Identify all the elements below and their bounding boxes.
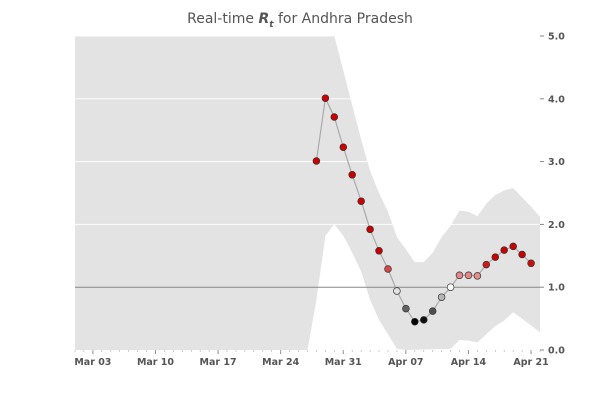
chart-title: Real-time Rt for Andhra Pradesh: [0, 11, 600, 30]
y-tick-label: 4.0: [548, 94, 565, 105]
y-tick-label: 2.0: [548, 220, 565, 231]
x-tick-label: Apr 21: [513, 357, 548, 368]
y-tick-label: 1.0: [548, 283, 565, 294]
chart-title-suffix: for Andhra Pradesh: [273, 11, 413, 27]
rt-point: [428, 307, 437, 315]
x-tick-label: Apr 14: [451, 357, 487, 368]
x-tick-label: Mar 17: [200, 357, 237, 368]
rt-point: [482, 260, 491, 269]
y-tick-label: 0.0: [548, 346, 565, 357]
rt-points-layer: [312, 94, 535, 326]
rt-point: [420, 316, 428, 324]
rt-point: [500, 246, 508, 254]
rt-point: [473, 272, 482, 280]
rt-point: [437, 293, 446, 301]
x-tick-label: Apr 07: [388, 357, 423, 368]
y-tick-label: 5.0: [548, 32, 565, 43]
credible-interval-layer: [75, 36, 540, 350]
rt-point: [518, 250, 526, 259]
chart-title-prefix: Real-time: [187, 11, 259, 27]
rt-point: [330, 113, 339, 121]
gridlines-layer: [75, 35, 540, 225]
rt-point: [491, 253, 500, 261]
rt-point: [357, 197, 365, 205]
x-tick-label: Mar 10: [137, 357, 174, 368]
rt-point: [321, 94, 330, 102]
rt-point: [375, 247, 383, 255]
y-tick-label: 3.0: [548, 157, 565, 168]
x-ticks-layer: Mar 03 Mar 10 Mar 17 Mar 24 Mar 31 Apr 07 Apr …: [74, 350, 549, 368]
rt-point: [339, 143, 348, 151]
rt-point: [366, 225, 374, 234]
rt-point: [509, 242, 517, 251]
rt-point: [312, 157, 321, 165]
x-tick-label: Mar 03: [74, 357, 111, 368]
rt-point: [464, 271, 473, 280]
rt-point: [411, 317, 419, 326]
rt-point: [402, 304, 410, 313]
x-tick-label: Mar 24: [262, 357, 299, 368]
chart-title-subscript: t: [269, 19, 274, 30]
x-tick-label: Mar 31: [325, 357, 362, 368]
chart-title-symbol-letter: R: [258, 11, 270, 27]
rt-point: [455, 271, 464, 280]
chart-title-symbol: Rt: [258, 11, 274, 30]
rt-point: [527, 259, 535, 268]
y-ticks-layer: 0.0 1.0 2.0 3.0 4.0 5.0: [540, 32, 565, 357]
rt-point: [393, 287, 401, 295]
rt-point: [384, 265, 392, 273]
credible-interval-band: [75, 36, 540, 350]
rt-point: [446, 283, 455, 291]
rt-point: [348, 171, 356, 179]
